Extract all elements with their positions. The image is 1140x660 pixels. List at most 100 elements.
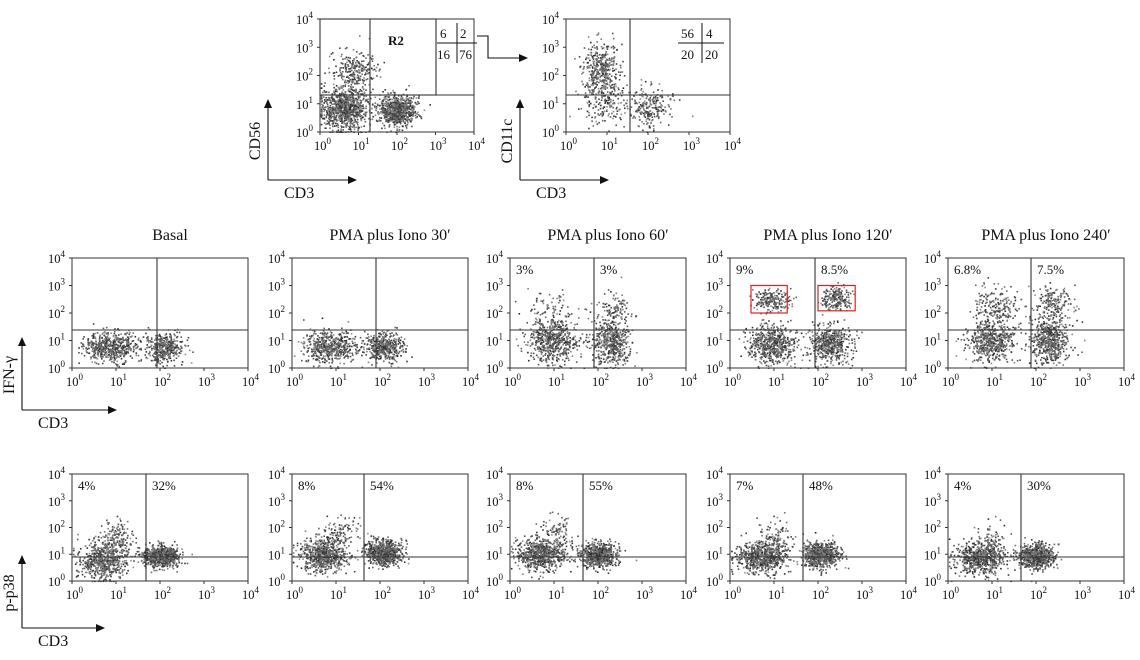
data-point bbox=[602, 112, 605, 114]
data-point bbox=[325, 336, 328, 339]
data-point bbox=[610, 87, 612, 89]
data-point bbox=[600, 113, 602, 115]
data-point bbox=[134, 344, 137, 347]
data-point bbox=[320, 116, 323, 119]
data-point bbox=[333, 90, 335, 92]
data-point bbox=[632, 117, 634, 119]
data-point bbox=[613, 69, 616, 72]
data-point bbox=[358, 72, 360, 74]
data-point bbox=[602, 70, 605, 73]
data-point bbox=[165, 333, 168, 335]
data-point bbox=[331, 103, 333, 106]
data-point bbox=[389, 108, 391, 110]
data-point bbox=[362, 340, 365, 342]
data-point bbox=[385, 114, 388, 117]
data-point bbox=[406, 102, 409, 104]
data-point bbox=[177, 355, 180, 358]
data-point bbox=[345, 105, 347, 108]
data-point bbox=[330, 97, 332, 99]
data-point bbox=[357, 114, 360, 116]
data-point bbox=[575, 90, 577, 93]
data-point bbox=[612, 99, 614, 102]
data-point bbox=[669, 98, 672, 101]
data-point bbox=[640, 113, 642, 115]
data-point bbox=[100, 344, 103, 346]
data-point bbox=[601, 58, 604, 60]
data-point bbox=[316, 338, 319, 340]
data-point bbox=[375, 66, 378, 69]
data-point bbox=[351, 100, 354, 102]
data-point bbox=[105, 336, 107, 339]
data-point bbox=[358, 64, 361, 66]
data-point bbox=[179, 348, 182, 351]
data-point bbox=[555, 345, 557, 348]
data-point bbox=[169, 352, 171, 355]
data-point bbox=[606, 109, 608, 111]
data-point bbox=[391, 341, 394, 344]
data-point bbox=[389, 111, 391, 114]
data-point bbox=[345, 70, 347, 73]
data-point bbox=[332, 360, 334, 362]
data-point bbox=[352, 100, 355, 103]
data-point bbox=[660, 107, 663, 110]
data-point bbox=[361, 105, 363, 107]
data-point bbox=[380, 101, 383, 104]
data-point bbox=[360, 346, 363, 348]
data-point bbox=[415, 117, 417, 119]
data-point bbox=[347, 343, 349, 345]
data-point bbox=[375, 343, 378, 345]
data-point bbox=[356, 109, 358, 112]
data-point bbox=[399, 114, 402, 117]
data-point bbox=[317, 344, 319, 346]
data-point bbox=[368, 103, 371, 105]
data-point bbox=[148, 341, 150, 344]
data-point bbox=[342, 129, 344, 131]
data-point bbox=[409, 102, 412, 105]
data-point bbox=[333, 340, 335, 342]
data-point bbox=[609, 106, 611, 109]
data-point bbox=[97, 363, 100, 365]
data-point bbox=[385, 100, 387, 103]
data-point bbox=[332, 119, 335, 122]
data-point bbox=[596, 66, 598, 68]
data-point bbox=[610, 101, 612, 103]
data-point bbox=[348, 119, 350, 121]
data-point bbox=[92, 347, 94, 349]
data-point bbox=[560, 332, 562, 334]
data-point bbox=[609, 91, 611, 94]
data-point bbox=[343, 75, 345, 78]
data-point bbox=[399, 119, 402, 121]
data-point bbox=[352, 123, 354, 126]
data-point bbox=[415, 97, 418, 99]
data-point bbox=[376, 337, 378, 340]
data-point bbox=[584, 86, 586, 88]
data-point bbox=[353, 125, 355, 127]
data-point bbox=[92, 337, 94, 339]
data-point bbox=[399, 339, 402, 342]
data-point bbox=[344, 79, 347, 82]
data-point bbox=[637, 125, 640, 127]
data-point bbox=[357, 95, 360, 98]
data-point bbox=[378, 346, 381, 349]
data-point bbox=[594, 87, 596, 89]
data-point bbox=[346, 124, 348, 127]
data-point bbox=[140, 348, 142, 351]
data-point bbox=[101, 358, 103, 360]
data-point bbox=[373, 68, 376, 71]
data-point bbox=[573, 346, 576, 349]
data-point bbox=[159, 354, 162, 356]
data-point bbox=[615, 73, 617, 76]
data-point bbox=[389, 101, 392, 104]
data-point bbox=[654, 96, 657, 98]
data-point bbox=[123, 344, 125, 347]
data-point bbox=[648, 105, 651, 108]
data-point bbox=[341, 53, 343, 56]
data-point bbox=[387, 355, 390, 358]
data-point bbox=[401, 106, 403, 109]
data-point bbox=[108, 345, 111, 348]
data-point bbox=[166, 347, 169, 350]
data-point bbox=[352, 342, 354, 345]
data-point bbox=[358, 104, 360, 106]
data-point bbox=[594, 116, 597, 118]
data-point bbox=[349, 57, 351, 59]
